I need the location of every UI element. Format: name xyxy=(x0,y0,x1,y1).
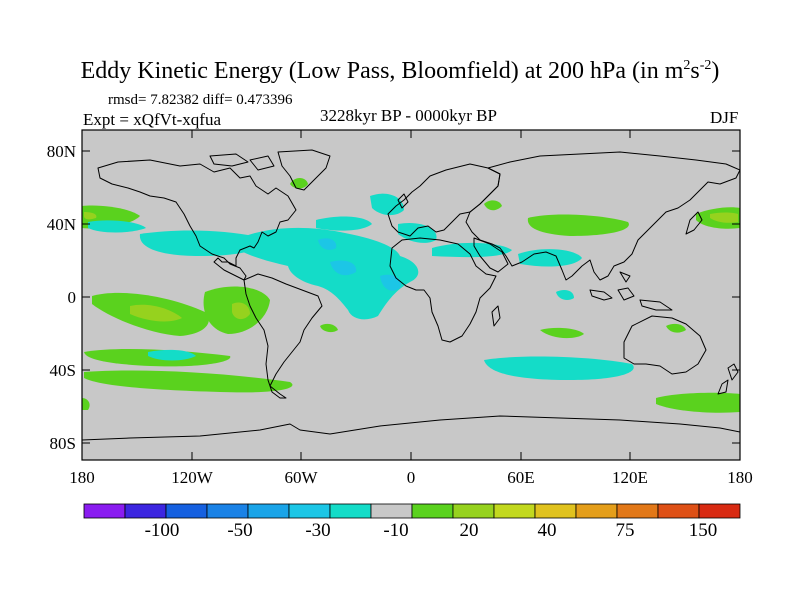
lat-labels: 80N 40N 0 40S 80S xyxy=(47,142,76,453)
lon-label: 120E xyxy=(612,468,648,487)
colorbar-swatch xyxy=(329,503,372,519)
map-background xyxy=(82,130,740,460)
lat-label: 80N xyxy=(47,142,76,161)
anomaly-fields xyxy=(82,178,740,413)
colorbar-swatch xyxy=(657,503,700,519)
japan-outline xyxy=(685,211,703,235)
colorbar-swatch xyxy=(616,503,659,519)
new-zealand-outline xyxy=(717,363,739,395)
lon-label: 60W xyxy=(284,468,318,487)
arctic-islands-outline xyxy=(209,153,275,171)
arabia-outline xyxy=(473,237,509,273)
colorbar-swatch xyxy=(83,503,126,519)
colorbar-swatch xyxy=(698,503,741,519)
colorbar-swatch xyxy=(534,503,577,519)
australia-outline xyxy=(623,315,707,375)
colorbar-swatch xyxy=(288,503,331,519)
maritime-continent-outline xyxy=(589,271,673,311)
colorbar-label: 75 xyxy=(616,520,635,541)
lat-label: 0 xyxy=(68,288,77,307)
madagascar-outline xyxy=(491,305,501,327)
africa-outline xyxy=(389,237,497,343)
colorbar-label: -30 xyxy=(305,520,330,541)
negative-anomalies xyxy=(88,193,634,380)
lon-label: 120W xyxy=(171,468,214,487)
greenland-outline xyxy=(277,149,331,191)
lon-label: 0 xyxy=(407,468,416,487)
colorbar-swatch xyxy=(575,503,618,519)
lon-ticks xyxy=(191,130,631,460)
season-label: DJF xyxy=(710,108,739,127)
lon-labels: 180 120W 60W 0 60E 120E 180 xyxy=(69,468,753,487)
colorbar-swatch xyxy=(124,503,167,519)
colorbar-label: -100 xyxy=(145,520,180,541)
period-label: 3228kyr BP - 0000kyr BP xyxy=(320,106,497,125)
colorbar-label: 150 xyxy=(689,520,718,541)
colorbar-label: 40 xyxy=(538,520,557,541)
rmsd-text: rmsd= 7.82382 diff= 0.473396 xyxy=(108,92,293,108)
colorbar-swatch xyxy=(452,503,495,519)
lat-label: 40N xyxy=(47,215,76,234)
antarctica-outline xyxy=(82,415,740,441)
colorbar-swatch xyxy=(370,503,413,519)
colorbar-swatch xyxy=(411,503,454,519)
chart-title: Eddy Kinetic Energy (Low Pass, Bloomfiel… xyxy=(80,58,720,84)
colorbar-swatch xyxy=(206,503,249,519)
lat-label: 80S xyxy=(50,434,76,453)
south-america-outline xyxy=(243,273,323,399)
lon-label: 60E xyxy=(507,468,534,487)
colorbar xyxy=(83,503,741,519)
british-isles-outline xyxy=(397,193,409,209)
lat-label: 40S xyxy=(50,361,76,380)
lat-ticks xyxy=(82,150,740,444)
experiment-label: Expt = xQfVt-xqfua xyxy=(83,110,222,129)
asia-outline xyxy=(465,151,740,281)
colorbar-label: 20 xyxy=(460,520,479,541)
lon-label: 180 xyxy=(727,468,753,487)
lon-label: 180 xyxy=(69,468,95,487)
positive-anomaly-cores xyxy=(84,212,738,322)
colorbar-swatch xyxy=(247,503,290,519)
colorbar-swatch xyxy=(493,503,536,519)
colorbar-label: -10 xyxy=(383,520,408,541)
colorbar-labels: -100 -50 -30 -10 20 40 75 150 xyxy=(145,520,718,541)
colorbar-swatch xyxy=(165,503,208,519)
north-america-outline xyxy=(97,159,297,281)
coastlines xyxy=(82,149,740,441)
negative-anomaly-cores xyxy=(318,238,401,291)
colorbar-label: -50 xyxy=(227,520,252,541)
